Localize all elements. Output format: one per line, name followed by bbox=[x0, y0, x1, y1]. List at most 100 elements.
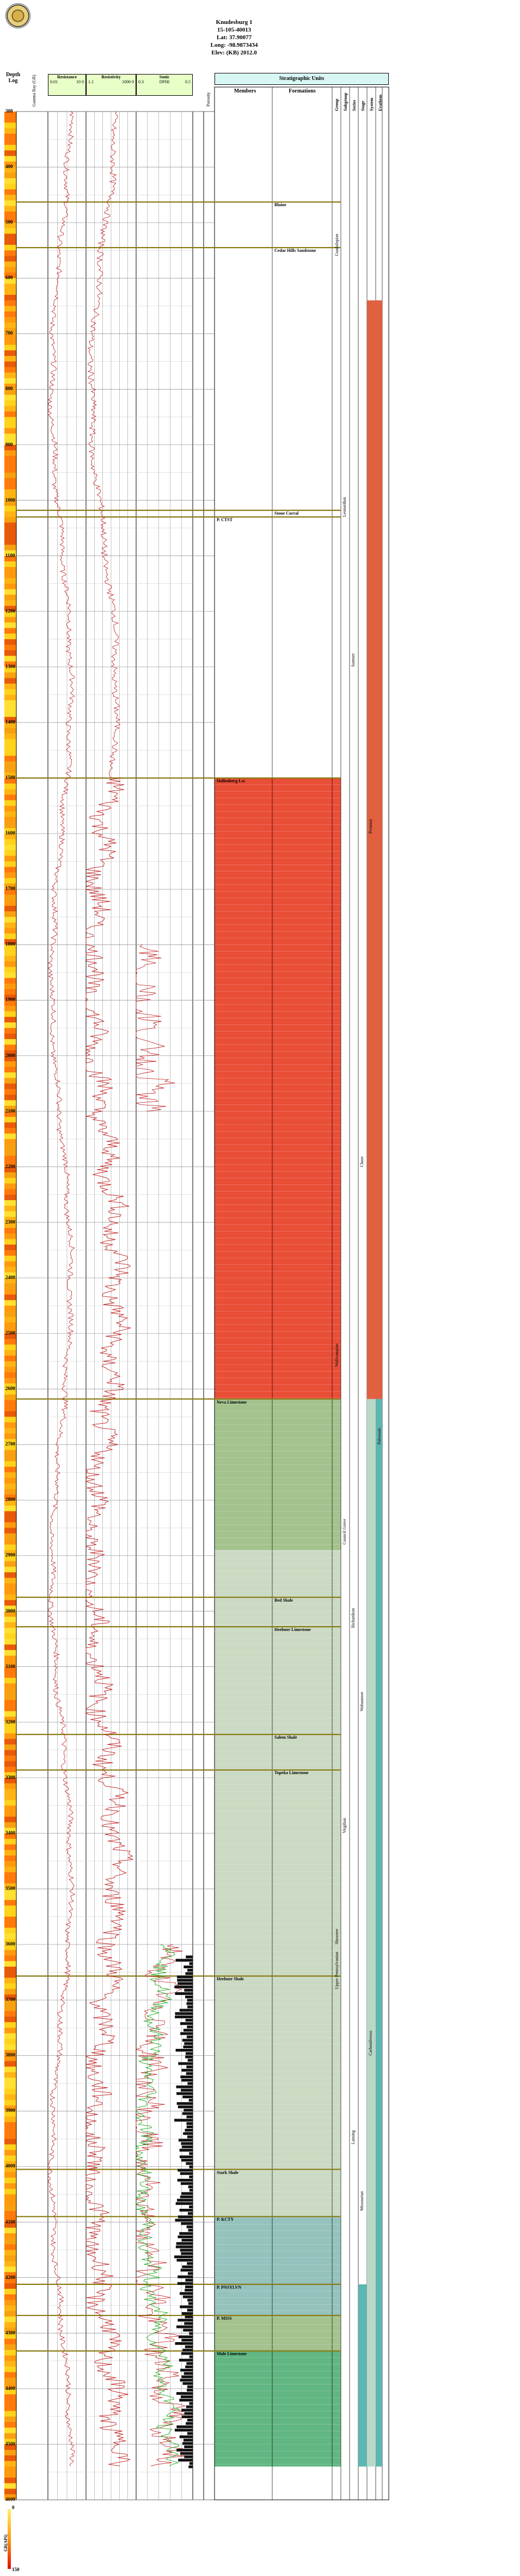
gr-strip-cell bbox=[4, 2472, 16, 2478]
gr-strip-cell bbox=[4, 950, 16, 956]
gr-strip-cell bbox=[4, 1683, 16, 1689]
gr-strip-cell bbox=[4, 1594, 16, 1601]
gr-strip-cell bbox=[4, 711, 16, 718]
gr-strip-cell bbox=[4, 1150, 16, 1156]
gr-strip-cell bbox=[4, 2366, 16, 2373]
gr-strip-cell bbox=[4, 1917, 16, 1923]
formations-header: Formations bbox=[289, 88, 316, 94]
gr-strip-cell bbox=[4, 2144, 16, 2151]
gr-strip-cell bbox=[4, 1811, 16, 1817]
gr-strip-cell bbox=[4, 911, 16, 917]
gr-strip-cell bbox=[4, 1583, 16, 1590]
gr-strip-cell bbox=[4, 505, 16, 512]
sonic-fill-bar bbox=[184, 2455, 193, 2458]
track-2-name: Sonic bbox=[159, 75, 170, 79]
gr-strip-cell bbox=[4, 978, 16, 984]
depth-label: 700 bbox=[5, 330, 13, 336]
well-long: Long: -98.9873434 bbox=[210, 42, 258, 48]
gr-strip-cell bbox=[4, 1689, 16, 1695]
gr-strip-cell bbox=[4, 461, 16, 467]
sonic-fill-bar bbox=[187, 2135, 193, 2139]
system-label: Permian bbox=[368, 819, 373, 834]
strat-units-header: Stratigraphic Units bbox=[215, 73, 389, 85]
gr-strip-cell bbox=[4, 1339, 16, 1345]
sonic-fill-bar bbox=[179, 2232, 193, 2235]
gr-strip-cell bbox=[4, 344, 16, 351]
sonic-fill-bar bbox=[175, 2245, 193, 2248]
sonic-fill-bar bbox=[188, 2185, 193, 2189]
depth-label: 2700 bbox=[5, 1441, 15, 1447]
sonic-fill-bar bbox=[176, 2085, 193, 2089]
gr-strip-cell bbox=[4, 289, 16, 295]
gr-strip-cell bbox=[4, 983, 16, 990]
gr-strip-cell bbox=[4, 1244, 16, 1251]
gr-strip-cell bbox=[4, 1928, 16, 1934]
sonic-fill-bar bbox=[183, 2045, 193, 2048]
gr-scale-min: 0 bbox=[12, 2505, 15, 2510]
sonic-fill-bar bbox=[187, 2082, 193, 2085]
sonic-fill-bar bbox=[176, 2092, 193, 2095]
gr-strip-cell bbox=[4, 1289, 16, 1295]
gr-strip-cell bbox=[4, 572, 16, 579]
track-2-scale-mid: DPHI bbox=[159, 79, 170, 84]
gr-strip-cell bbox=[4, 1955, 16, 1962]
sonic-fill-bar bbox=[175, 2012, 193, 2015]
unit-label: Stone Corral bbox=[274, 511, 299, 516]
gr-strip-cell bbox=[4, 700, 16, 706]
gr-strip-cell bbox=[4, 1983, 16, 1990]
gr-strip-cell bbox=[4, 2433, 16, 2439]
gr-strip-cell bbox=[4, 455, 16, 462]
sonic-fill-bar bbox=[180, 2195, 193, 2198]
strat-unit-block bbox=[215, 2351, 341, 2467]
sonic-fill-bar bbox=[188, 2098, 193, 2102]
gr-strip-cell bbox=[4, 1178, 16, 1184]
gr-strip-cell bbox=[4, 228, 16, 234]
age-label: Wolfcampian bbox=[334, 1343, 339, 1367]
gr-strip-cell bbox=[4, 245, 16, 251]
sonic-fill-bar bbox=[181, 2252, 193, 2255]
gr-strip-cell bbox=[4, 2083, 16, 2090]
gr-strip-cell bbox=[4, 772, 16, 779]
gr-strip-cell bbox=[4, 528, 16, 534]
sonic-fill-bar bbox=[187, 2262, 193, 2265]
gr-strip-cell bbox=[4, 2400, 16, 2406]
gr-strip-cell bbox=[4, 767, 16, 773]
gr-strip-cell bbox=[4, 2099, 16, 2106]
gr-strip-cell bbox=[4, 839, 16, 845]
sonic-fill-bar bbox=[187, 2025, 193, 2029]
gr-strip-cell bbox=[4, 2122, 16, 2128]
gr-strip-cell bbox=[4, 2411, 16, 2417]
gr-strip-cell bbox=[4, 1000, 16, 1006]
gr-strip-cell bbox=[4, 1650, 16, 1656]
sonic-fill-bar bbox=[189, 2175, 193, 2178]
gr-strip-cell bbox=[4, 928, 16, 934]
gr-strip-cell bbox=[4, 2127, 16, 2134]
gr-strip-cell bbox=[4, 1500, 16, 1506]
gr-strip-cell bbox=[4, 1744, 16, 1751]
system-label: Carboniferous bbox=[368, 2030, 373, 2056]
depth-label: 2900 bbox=[5, 1552, 15, 1558]
gr-strip-cell bbox=[4, 233, 16, 240]
gr-strip-cell bbox=[4, 2022, 16, 2028]
sonic-fill-bar bbox=[176, 2258, 193, 2262]
gr-strip-cell bbox=[4, 1883, 16, 1889]
gr-strip-cell bbox=[4, 1439, 16, 1445]
gr-strip-cell bbox=[4, 811, 16, 818]
gr-strip-cell bbox=[4, 2028, 16, 2034]
depth-label: 300 bbox=[5, 108, 13, 114]
gr-strip-cell bbox=[4, 628, 16, 634]
sonic-fill-bar bbox=[176, 2242, 193, 2245]
unit-label: Neva Limestone bbox=[217, 1399, 247, 1405]
sonic-fill-bar bbox=[175, 1959, 193, 1962]
sonic-fill-bar bbox=[178, 2062, 193, 2065]
gr-strip-cell bbox=[4, 267, 16, 273]
sonic-fill-bar bbox=[179, 2209, 193, 2212]
sonic-fill-bar bbox=[177, 1979, 193, 1982]
gr-strip-cell bbox=[4, 2200, 16, 2206]
gr-strip-cell bbox=[4, 1100, 16, 1106]
gr-strip-cell bbox=[4, 1755, 16, 1762]
sonic-fill-bar bbox=[182, 2112, 193, 2115]
gr-strip-cell bbox=[4, 961, 16, 967]
lith-track-frame bbox=[192, 111, 204, 2500]
